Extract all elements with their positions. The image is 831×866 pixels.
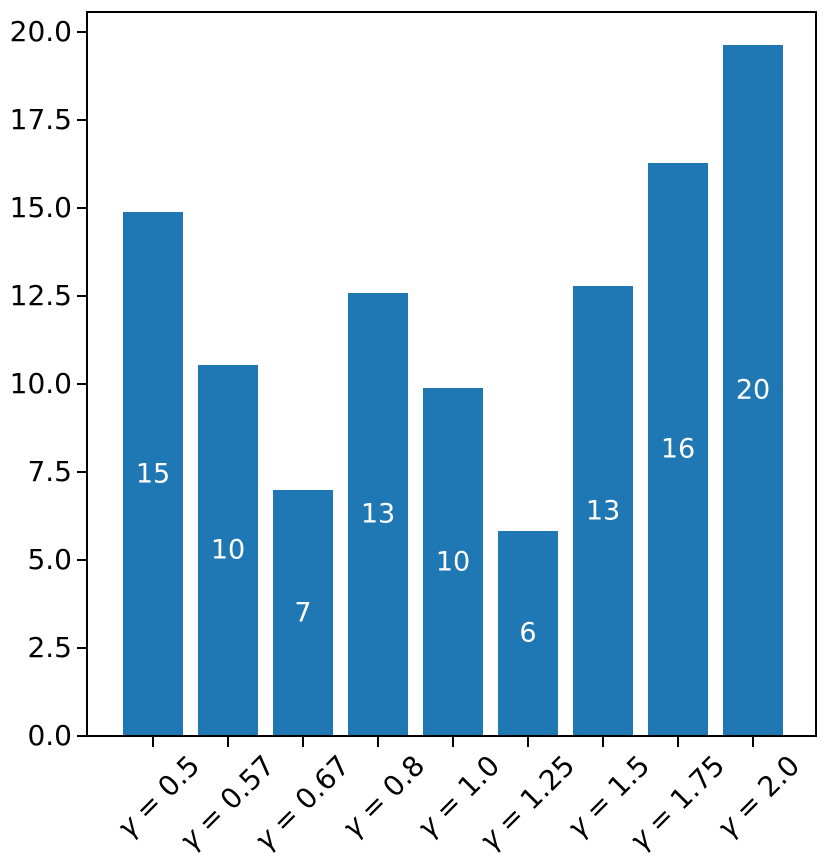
x-axis-tick [227, 737, 229, 747]
bar-value-label: 10 [210, 534, 246, 566]
gamma-symbol: γ [472, 822, 508, 858]
y-axis-tick [77, 559, 87, 561]
gamma-symbol: γ [172, 822, 208, 858]
bar-value-label: 13 [585, 495, 621, 526]
gamma-symbol: γ [110, 809, 146, 845]
y-axis-tick-label: 0.0 [27, 719, 72, 752]
y-axis-tick-label: 12.5 [9, 279, 72, 312]
gamma-symbol: γ [622, 822, 658, 858]
y-axis-tick [77, 735, 87, 737]
gamma-symbol: γ [560, 809, 596, 845]
bar: 13 [348, 293, 408, 735]
x-axis-tick [677, 737, 679, 747]
bar: 6 [498, 531, 558, 735]
y-axis-tick-label: 15.0 [9, 191, 72, 224]
plot-area: 15 10 7 13 10 6 13 16 20 [86, 11, 817, 737]
bar: 13 [573, 286, 633, 735]
bar: 16 [648, 163, 708, 735]
gamma-symbol: γ [247, 822, 283, 858]
x-axis-tick [527, 737, 529, 747]
bar-value-label: 13 [360, 498, 396, 530]
bar-value-label: 7 [294, 597, 312, 628]
bar-value-label: 16 [660, 433, 696, 465]
bar: 7 [273, 490, 333, 735]
gamma-symbol: γ [410, 809, 446, 845]
y-axis-tick [77, 471, 87, 473]
y-axis-tick [77, 31, 87, 33]
bar-value-label: 15 [135, 458, 171, 489]
bar: 20 [723, 45, 783, 735]
bar: 15 [123, 212, 183, 735]
bar: 10 [423, 388, 483, 735]
y-axis-tick-label: 2.5 [27, 631, 72, 664]
y-axis-tick [77, 119, 87, 121]
x-axis-tick [377, 737, 379, 747]
y-axis-tick-label: 20.0 [9, 15, 72, 48]
y-axis-tick [77, 207, 87, 209]
gamma-symbol: γ [335, 809, 371, 845]
x-axis-tick [602, 737, 604, 747]
y-axis-tick [77, 647, 87, 649]
y-axis-tick [77, 383, 87, 385]
x-axis-tick [452, 737, 454, 747]
x-axis-tick [302, 737, 304, 747]
x-axis-tick [752, 737, 754, 747]
y-axis-tick [77, 295, 87, 297]
bar-value-label: 6 [519, 617, 537, 649]
x-axis-tick [152, 737, 154, 747]
bar: 10 [198, 365, 258, 735]
y-axis-tick-label: 7.5 [27, 455, 72, 488]
bar-value-label: 20 [735, 374, 771, 406]
bar-value-label: 10 [435, 546, 471, 577]
gamma-symbol: γ [710, 809, 746, 845]
y-axis-tick-label: 17.5 [9, 103, 72, 136]
y-axis-tick-label: 5.0 [27, 543, 72, 576]
y-axis-tick-label: 10.0 [9, 367, 72, 400]
